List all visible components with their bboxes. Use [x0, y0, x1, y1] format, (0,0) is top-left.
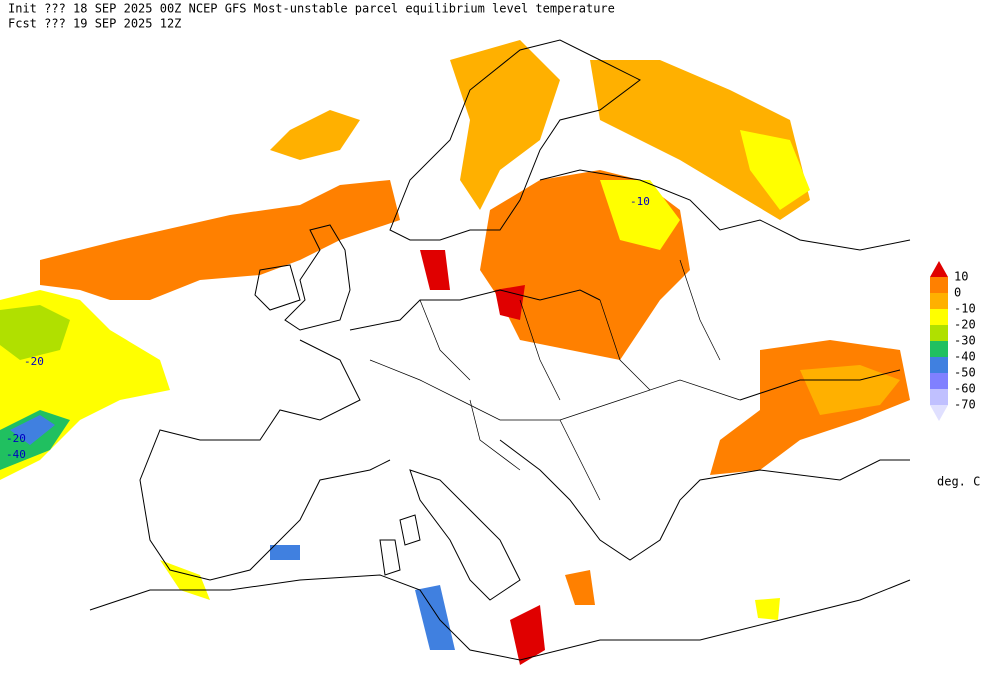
field [510, 605, 545, 665]
field [270, 545, 300, 560]
coastline [409, 469, 521, 601]
legend-swatch [930, 373, 948, 389]
coastline [389, 39, 641, 241]
field [755, 598, 780, 620]
legend: 10 0 -10 -20 -30 -40 -50 -60 -70 [930, 261, 976, 421]
coastline [284, 224, 351, 331]
coastline [499, 439, 910, 561]
border [369, 259, 741, 501]
legend-label: -10 [954, 302, 976, 316]
legend-label: 0 [954, 286, 961, 300]
legend-swatch [930, 341, 948, 357]
legend-label: -20 [954, 318, 976, 332]
field [40, 180, 400, 300]
legend-swatch [930, 293, 948, 309]
header-line: Init ??? 18 SEP 2025 00Z NCEP GFS Most-u… [8, 2, 615, 16]
contour-label: -10 [630, 195, 650, 208]
coastline [89, 574, 911, 661]
legend-label: -30 [954, 334, 976, 348]
legend-swatch [930, 325, 948, 341]
field [590, 60, 810, 220]
field [600, 180, 680, 250]
field [450, 40, 560, 210]
field [0, 305, 70, 360]
coastline [539, 169, 911, 251]
legend-swatch [930, 309, 948, 325]
coastline [139, 339, 391, 581]
field [10, 415, 55, 445]
field [740, 130, 810, 210]
header-line: Fcst ??? 19 SEP 2025 12Z [8, 17, 181, 31]
field [565, 570, 595, 605]
legend-arrow [930, 405, 948, 421]
field [270, 110, 360, 160]
contour-label: -40 [6, 448, 26, 461]
legend-swatch [930, 357, 948, 373]
legend-label: 10 [954, 270, 968, 284]
coastline [379, 514, 421, 576]
coastline [739, 369, 901, 401]
legend-swatch [930, 389, 948, 405]
legend-units: deg. C [937, 475, 980, 489]
legend-label: -60 [954, 382, 976, 396]
contour-labels: -10 -20 -20 -40 [6, 195, 650, 461]
shaded-fields [0, 40, 910, 665]
coastline [349, 289, 601, 331]
coastlines [89, 39, 911, 661]
legend-label: -40 [954, 350, 976, 364]
legend-label: -50 [954, 366, 976, 380]
field [495, 285, 525, 320]
field [800, 365, 900, 415]
legend-label: -70 [954, 398, 976, 412]
coastline [254, 264, 301, 311]
field [420, 250, 450, 290]
field [415, 585, 455, 650]
legend-swatch [930, 277, 948, 293]
contour-label: -20 [24, 355, 44, 368]
contour-label: -20 [6, 432, 26, 445]
legend-arrow [930, 261, 948, 277]
